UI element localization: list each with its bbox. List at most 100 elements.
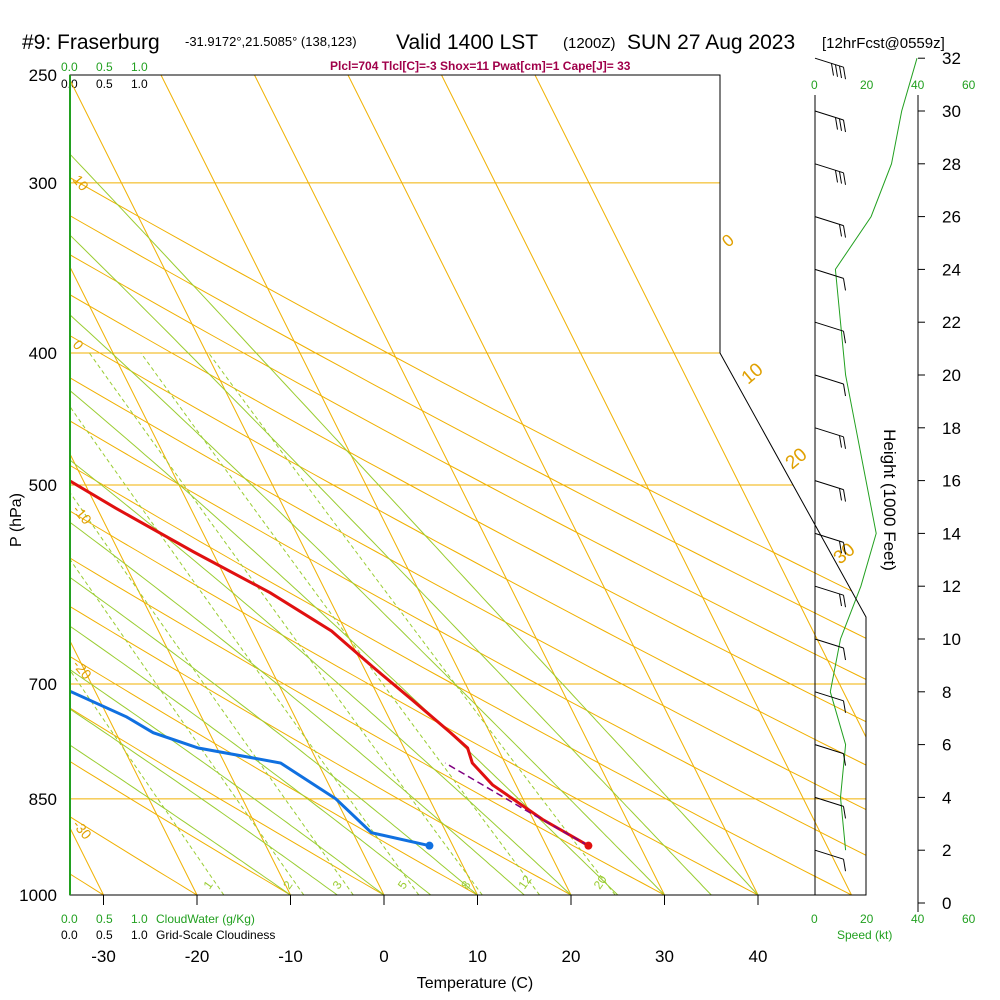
wind-speed-profile xyxy=(829,58,918,851)
spd-bot-2: 40 xyxy=(911,912,925,926)
station-coords: -31.9172°,21.5085° (138,123) xyxy=(185,34,357,49)
mixing-ratio-label: 5 xyxy=(395,878,410,892)
mixing-ratio-label: 3 xyxy=(330,878,345,892)
wind-barb-feather xyxy=(843,383,846,397)
temperature-tick: 0 xyxy=(379,947,388,966)
wind-barb xyxy=(814,163,844,174)
wind-barb-feather xyxy=(835,170,838,183)
height-tick: 24 xyxy=(942,260,961,279)
dry-adiabat xyxy=(70,75,866,895)
wind-barb-feather xyxy=(835,64,838,77)
moist-adiabat xyxy=(70,75,338,895)
temperature-line xyxy=(70,119,590,848)
temperature-tick: -20 xyxy=(185,947,210,966)
pressure-tick-250: 250 xyxy=(29,66,57,85)
speed-scale-top: 0 20 40 60 xyxy=(811,78,976,92)
spd-top-0: 0 xyxy=(811,78,818,92)
height-tick: 28 xyxy=(942,155,961,174)
isotherm xyxy=(254,75,665,895)
moist-adiabat xyxy=(70,75,712,895)
moist-adiabat xyxy=(70,75,572,895)
isotherm xyxy=(441,75,852,895)
height-tick: 6 xyxy=(942,736,951,755)
wind-barb-feather xyxy=(843,542,846,555)
temperature-tick: 20 xyxy=(562,947,581,966)
wind-barb-feather xyxy=(839,435,842,448)
spd-bot-3: 60 xyxy=(962,912,976,926)
dry-adiabat xyxy=(70,75,245,895)
cl-top-1: 0.5 xyxy=(96,77,113,91)
dry-adiabat xyxy=(70,75,866,895)
isotherm-label-left: 0 xyxy=(70,337,87,353)
dry-adiabat xyxy=(70,75,340,895)
pressure-tick-1000: 1000 xyxy=(19,886,57,905)
pressure-axis-label: P (hPa) xyxy=(8,493,25,547)
isotherm xyxy=(70,75,291,895)
speed-scale-bottom: 0 20 40 60 Speed (kt) xyxy=(811,912,976,942)
height-axis-label: Height (1000 Feet) xyxy=(880,429,899,571)
wind-barb-feather xyxy=(831,63,834,76)
wind-barb xyxy=(814,532,844,543)
temperature-tick: 30 xyxy=(655,947,674,966)
background-grid xyxy=(0,75,866,895)
wind-barb-feather xyxy=(843,225,846,238)
valid-time: Valid 1400 LST xyxy=(396,31,538,54)
dry-adiabat xyxy=(70,75,530,895)
wind-barb xyxy=(814,268,844,279)
temperature-tick: 40 xyxy=(749,947,768,966)
wind-barb-feather xyxy=(839,488,842,501)
wind-barb-feather xyxy=(843,172,846,185)
wind-barb-feather xyxy=(839,65,842,79)
cw-bot-1: 0.5 xyxy=(96,912,113,926)
height-tick: 4 xyxy=(942,788,951,807)
height-tick: 22 xyxy=(942,313,961,332)
isotherm xyxy=(0,75,10,895)
wind-barb xyxy=(814,110,844,121)
dewpoint-line xyxy=(70,119,430,848)
dry-adiabat xyxy=(70,75,866,895)
pressure-tick-400: 400 xyxy=(29,344,57,363)
isotherm xyxy=(70,75,478,895)
mixing-ratio-label: 12 xyxy=(515,873,534,892)
isotherm xyxy=(534,75,866,895)
pressure-tick-850: 850 xyxy=(29,790,57,809)
isotherm xyxy=(347,75,759,895)
cw-top-0: 0.0 xyxy=(61,60,78,74)
wind-barb-feather xyxy=(839,224,842,237)
dry-adiabat xyxy=(70,75,866,895)
mixing-ratio-line xyxy=(140,352,540,895)
wind-barb-feather xyxy=(843,647,846,661)
mixing-ratio-line xyxy=(88,352,483,895)
wind-barb xyxy=(814,321,844,332)
dry-adiabat xyxy=(70,75,866,895)
moist-adiabat xyxy=(70,75,665,895)
dry-adiabat xyxy=(70,75,720,895)
height-tick: 14 xyxy=(942,524,961,543)
wind-barb xyxy=(814,57,844,68)
mixing-ratio-line xyxy=(70,352,354,895)
plot-frame xyxy=(69,57,925,912)
wind-barb-feather xyxy=(839,541,842,554)
wind-barb-feather xyxy=(843,489,846,502)
isotherm-label-left: -30 xyxy=(70,817,95,843)
forecast-info: [12hrFcst@0559z] xyxy=(822,35,945,52)
wind-barb xyxy=(814,796,844,807)
height-tick: 16 xyxy=(942,472,961,491)
wind-barb-feather xyxy=(839,171,842,184)
isotherm-label-right: 0 xyxy=(718,230,737,251)
cloudiness-label: Grid-Scale Cloudiness xyxy=(156,928,275,942)
isotherm-label-left: -20 xyxy=(70,657,95,683)
pressure-tick-300: 300 xyxy=(29,174,57,193)
moist-adiabat xyxy=(70,75,478,895)
wind-barb xyxy=(814,849,844,860)
mixing-ratio-line xyxy=(70,352,305,895)
dry-adiabat xyxy=(70,75,866,895)
wind-barb-feather xyxy=(843,700,846,713)
spd-top-1: 20 xyxy=(860,78,874,92)
wind-barb xyxy=(814,374,844,385)
zulu-time: (1200Z) xyxy=(563,35,616,52)
station-title: #9: Fraserburg xyxy=(22,31,160,54)
wind-barb xyxy=(814,691,844,702)
cl-top-2: 1.0 xyxy=(131,77,148,91)
